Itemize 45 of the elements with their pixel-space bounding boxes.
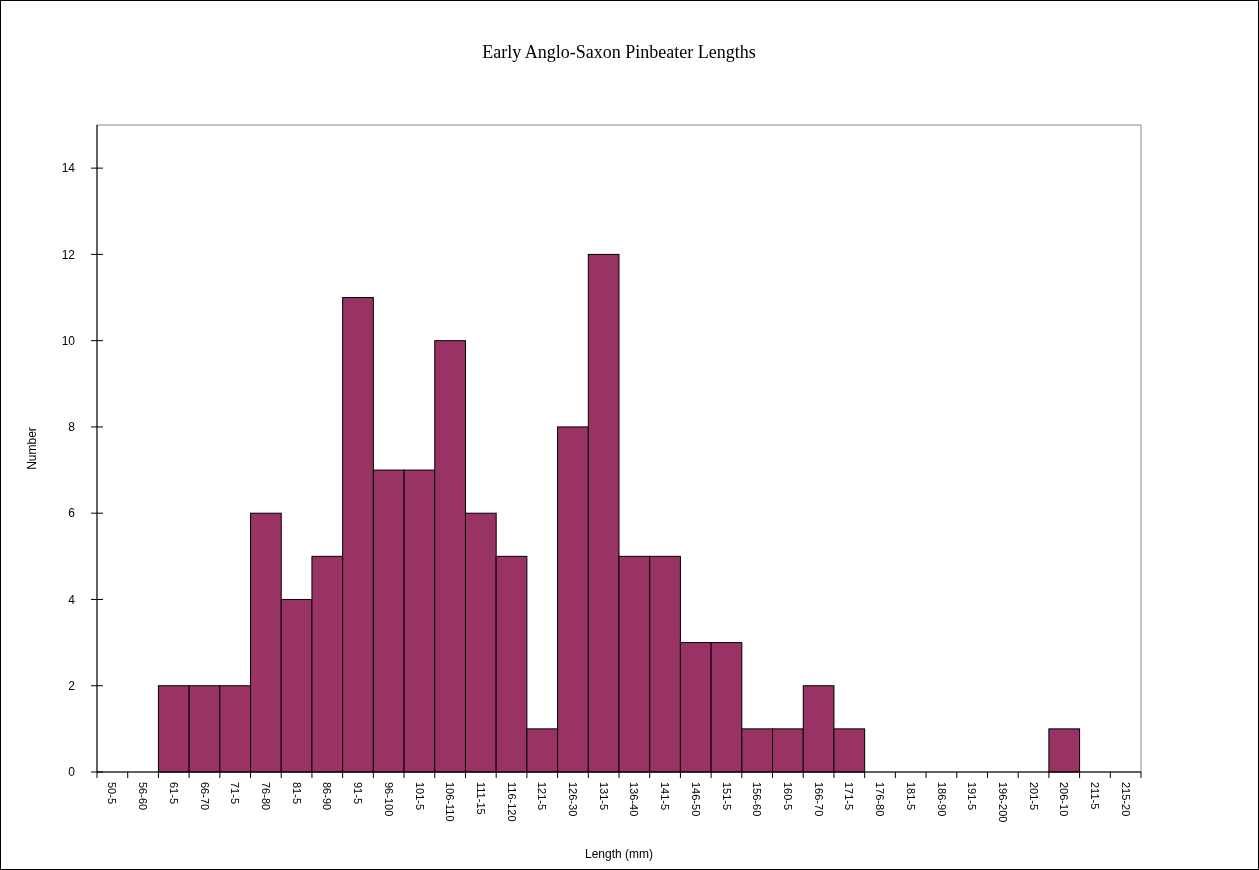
x-tick-label: 151-5 [720, 782, 733, 811]
x-tick-label: 181-5 [904, 782, 917, 811]
y-axis-title: Number [25, 427, 39, 470]
y-tick-label: 14 [61, 161, 76, 176]
x-tick-label: 126-30 [567, 782, 580, 817]
y-tick-label: 8 [68, 420, 76, 435]
x-tick-label: 171-5 [843, 782, 856, 811]
x-tick-label: 176-80 [874, 782, 887, 817]
x-tick-label: 71-5 [229, 782, 242, 805]
x-tick-label: 191-5 [966, 782, 979, 811]
x-tick-label: 131-5 [597, 782, 610, 811]
x-tick-label: 91-5 [352, 782, 365, 805]
x-tick-label: 211-5 [1089, 782, 1102, 810]
x-tick-label: 56-60 [137, 782, 150, 811]
x-tick-label: 111-15 [474, 782, 487, 815]
x-tick-label: 136-40 [628, 782, 641, 817]
x-tick-label: 146-50 [689, 782, 702, 817]
x-tick-label: 166-70 [812, 782, 825, 817]
y-tick-label: 12 [61, 247, 76, 262]
y-tick-label: 10 [61, 333, 76, 348]
x-tick-label: 196-200 [996, 782, 1009, 823]
x-tick-label: 206-10 [1058, 782, 1071, 817]
x-tick-label: 156-60 [751, 782, 764, 817]
x-tick-label: 86-90 [321, 782, 334, 811]
x-tick-label: 66-70 [198, 782, 211, 811]
x-tick-label: 96-100 [382, 782, 395, 817]
x-tick-label: 116-120 [505, 782, 518, 822]
y-tick-label: 0 [68, 765, 76, 780]
x-tick-label: 61-5 [167, 782, 180, 805]
y-tick-label: 4 [68, 592, 76, 607]
y-tick-label: 6 [68, 506, 76, 521]
x-tick-label: 81-5 [290, 782, 303, 805]
x-tick-label: 215-20 [1119, 782, 1132, 817]
x-tick-label: 121-5 [536, 782, 549, 811]
x-tick-label: 50-5 [106, 782, 119, 805]
x-tick-label: 186-90 [935, 782, 948, 817]
x-tick-label: 141-5 [659, 782, 672, 811]
x-tick-label: 160-5 [782, 782, 795, 811]
x-tick-label: 76-80 [260, 782, 273, 811]
x-axis-title: Length (mm) [584, 847, 654, 861]
x-tick-label: 106-110 [444, 782, 457, 822]
y-tick-label: 2 [68, 678, 76, 693]
x-tick-label: 101-5 [413, 782, 426, 811]
chart-title: Early Anglo-Saxon Pinbeater Lengths [482, 42, 756, 62]
x-tick-label: 201-5 [1027, 782, 1040, 811]
